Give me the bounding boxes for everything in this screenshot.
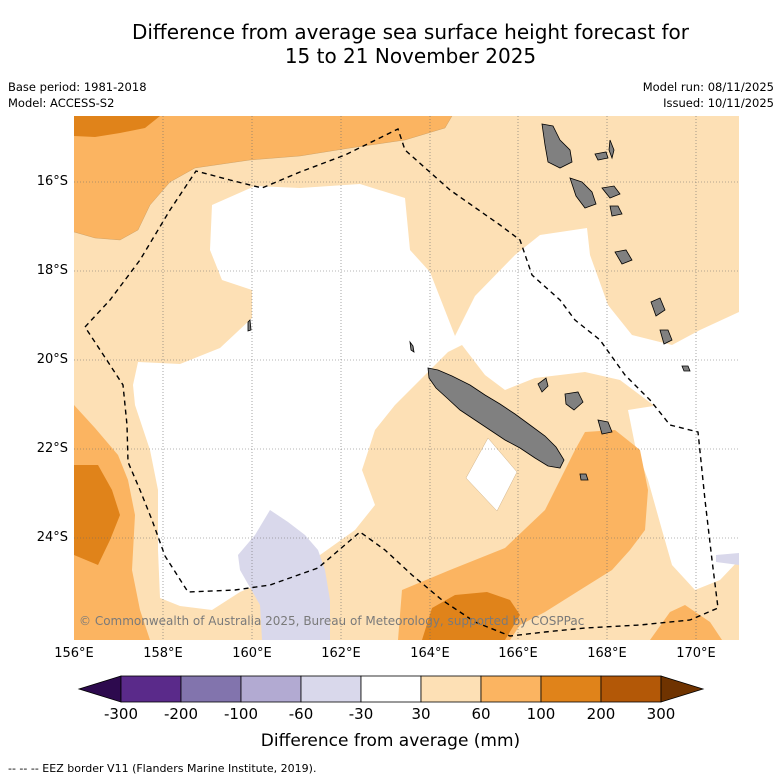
lat-label-16s: 16°S (36, 174, 68, 189)
meta-left: Base period: 1981-2018 Model: ACCESS-S2 (8, 79, 147, 111)
new-caledonia-island (427, 367, 565, 469)
vanuatu-erromango (614, 249, 633, 265)
colorbar-bin (600, 675, 662, 703)
lon-label-164e: 164°E (410, 646, 450, 661)
colorbar-bin (240, 675, 302, 703)
model-run: Model run: 08/11/2025 (642, 80, 774, 94)
model-name: Model: ACCESS-S2 (8, 96, 115, 110)
lat-label-22s: 22°S (36, 441, 68, 456)
loyalty-island-1 (537, 377, 549, 393)
lon-label-166e: 166°E (498, 646, 538, 661)
cb-tick: -60 (288, 705, 314, 723)
eez-border (84, 128, 719, 637)
cb-tick: 200 (586, 705, 616, 723)
cb-tick: -300 (103, 705, 139, 723)
islet-walpole (681, 365, 691, 372)
base-period: Base period: 1981-2018 (8, 80, 147, 94)
lon-label-156e: 156°E (54, 646, 94, 661)
vanuatu-efate (601, 185, 621, 199)
lon-label-158e: 158°E (143, 646, 183, 661)
colorbar-bin (300, 675, 362, 703)
lon-label-168e: 168°E (587, 646, 627, 661)
colorbar-bin (420, 675, 482, 703)
vanuatu-tanna (650, 297, 666, 317)
loyalty-island-2 (564, 391, 584, 411)
cb-tick: -200 (163, 705, 199, 723)
anomaly-60-100-topleft (74, 116, 452, 240)
issued-date: Issued: 10/11/2025 (663, 96, 774, 110)
page-title: Difference from average sea surface heig… (0, 20, 781, 68)
isle-of-pines (579, 473, 589, 481)
colorbar-bin (120, 675, 182, 703)
vanuatu-pentecost (608, 139, 615, 160)
land (247, 123, 691, 481)
colorbar-extend-high (660, 675, 705, 703)
anomaly-100-200-topleft (74, 116, 160, 137)
lon-label-162e: 162°E (321, 646, 361, 661)
vanuatu-espiritu (541, 123, 573, 169)
title-line-1: Difference from average sea surface heig… (131, 20, 690, 44)
loyalty-island-3 (597, 419, 613, 435)
anomaly-60-100-southeast (398, 430, 648, 640)
cb-tick: 60 (471, 705, 491, 723)
cb-tick: 30 (411, 705, 431, 723)
title-line-2: 15 to 21 November 2025 (284, 44, 537, 68)
lat-label-20s: 20°S (36, 352, 68, 367)
colorbar-extend-low (77, 675, 122, 703)
anomaly-neutral-main (133, 184, 739, 610)
copyright-notice: © Commonwealth of Australia 2025, Bureau… (79, 614, 585, 628)
eez-legend: -- -- -- EEZ border V11 (Flanders Marine… (8, 762, 317, 775)
vanuatu-aneityum (659, 329, 673, 345)
cb-tick: -100 (223, 705, 259, 723)
islet-belep (409, 340, 415, 353)
colorbar (77, 675, 705, 703)
colorbar-bin (180, 675, 242, 703)
cb-tick: -30 (348, 705, 374, 723)
anomaly-60-100-sw-corner (650, 605, 722, 640)
colorbar-bin (480, 675, 542, 703)
anomaly-neg60-neg30 (238, 510, 330, 640)
vanuatu-ambae (594, 151, 609, 161)
colorbar-label: Difference from average (mm) (260, 731, 521, 751)
lat-label-18s: 18°S (36, 263, 68, 278)
colorbar-bin (360, 675, 422, 703)
meta-right: Model run: 08/11/2025 Issued: 10/11/2025 (643, 79, 774, 111)
anomaly-100-200-southeast (422, 592, 520, 640)
cb-tick: 300 (646, 705, 676, 723)
vanuatu-small-1 (609, 205, 623, 217)
anomaly-100-200-left (74, 465, 120, 565)
cb-tick: 100 (526, 705, 556, 723)
anomaly-neutral-diamond (466, 438, 517, 511)
vanuatu-malekula (569, 177, 597, 209)
anomaly-neutral-right (628, 405, 739, 590)
lat-label-24s: 24°S (36, 530, 68, 545)
islet-chesterfield (247, 319, 252, 332)
colorbar-bin (540, 675, 602, 703)
anomaly-neg-east (716, 553, 739, 565)
lon-label-170e: 170°E (676, 646, 716, 661)
lon-label-160e: 160°E (232, 646, 272, 661)
